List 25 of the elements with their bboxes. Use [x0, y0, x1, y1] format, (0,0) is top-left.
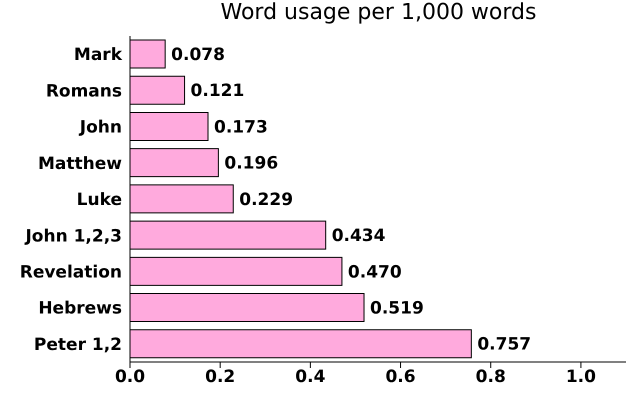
data-label: 0.173 — [214, 117, 268, 138]
y-tick-label: Hebrews — [38, 298, 122, 319]
data-label: 0.121 — [190, 81, 244, 102]
x-tick-label: 1.0 — [566, 367, 596, 388]
x-tick-label: 0.2 — [205, 367, 236, 388]
data-label: 0.078 — [171, 44, 225, 65]
x-tick-label: 0.6 — [385, 367, 416, 388]
data-label: 0.757 — [477, 334, 532, 355]
chart-title: Word usage per 1,000 words — [220, 0, 538, 25]
data-label: 0.196 — [224, 154, 278, 174]
y-tick-label: Peter 1,2 — [34, 334, 122, 355]
data-label: 0.519 — [370, 298, 424, 319]
y-tick-label: John 1,2,3 — [24, 226, 122, 246]
x-tick-label: 0.4 — [295, 367, 326, 388]
y-tick-label: Mark — [74, 45, 123, 66]
y-tick-label: Romans — [46, 81, 122, 102]
data-label: 0.470 — [348, 262, 402, 282]
y-tick-label: Luke — [76, 190, 122, 210]
y-tick-label: Revelation — [20, 262, 122, 282]
y-tick-label: John — [78, 118, 122, 138]
x-tick-label: 0.0 — [114, 367, 146, 388]
y-tick-label: Matthew — [38, 154, 122, 174]
x-tick-label: 0.8 — [476, 367, 506, 388]
data-label: 0.434 — [332, 226, 386, 246]
data-label: 0.229 — [239, 190, 294, 210]
